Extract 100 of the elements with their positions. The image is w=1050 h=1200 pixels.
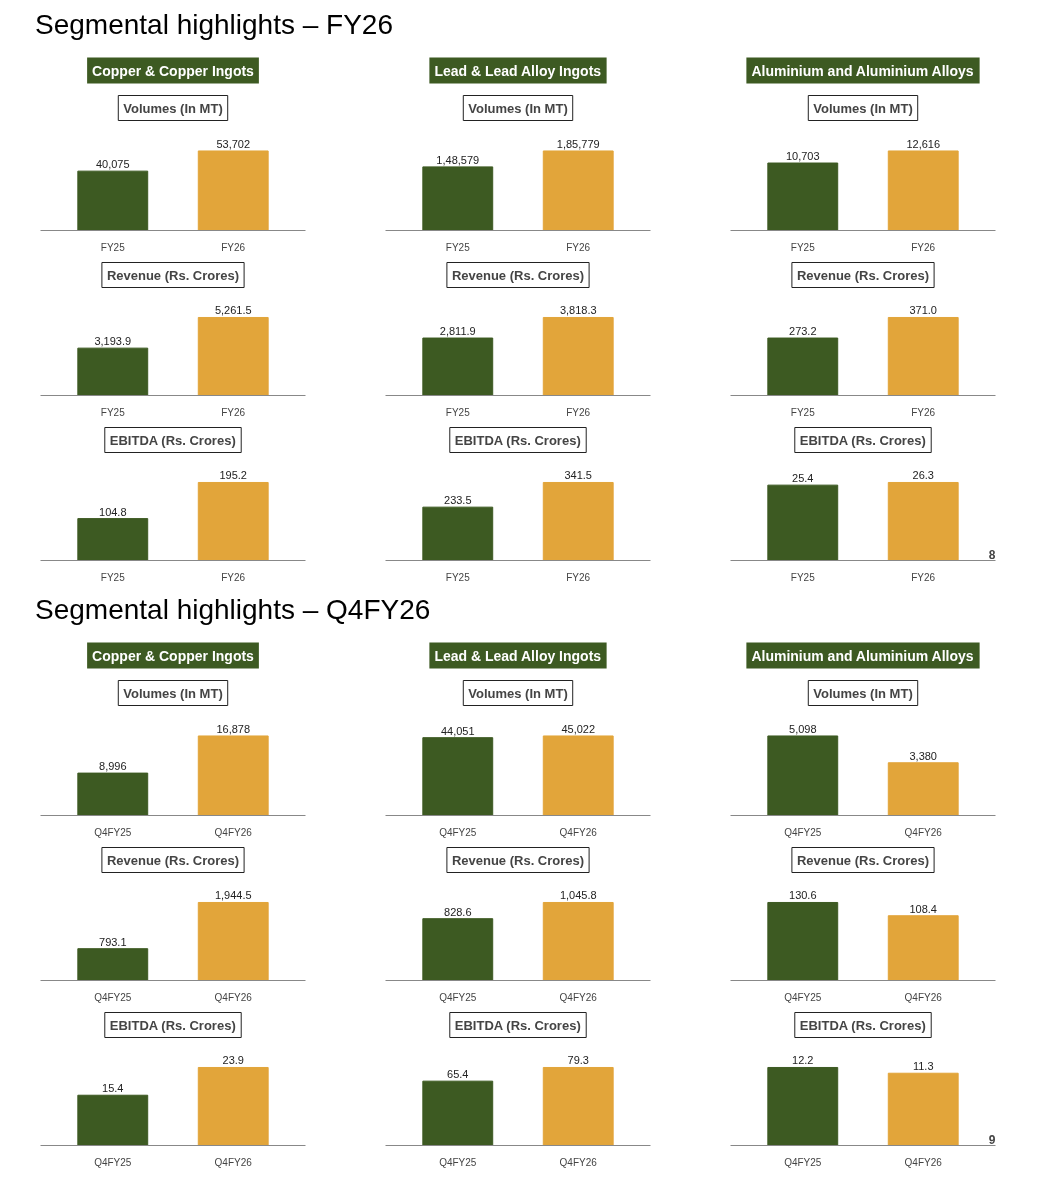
x-tick-label: FY26 — [911, 571, 936, 583]
chart-title: Revenue (Rs. Crores) — [796, 267, 930, 283]
x-tick-label: Q4FY25 — [94, 826, 132, 838]
chart-subtitle: Lead & Lead Alloy Ingots — [434, 647, 602, 664]
data-label: 195.2 — [219, 469, 247, 482]
data-label: 40,075 — [95, 158, 130, 171]
data-label: 23.9 — [222, 1054, 244, 1067]
chart-subtitle: Copper & Copper Ingots — [92, 647, 255, 664]
x-tick-label: Q4FY25 — [439, 826, 477, 838]
x-tick-label: Q4FY25 — [784, 1156, 822, 1168]
data-label: 130.6 — [789, 889, 817, 902]
chart-title: Volumes (In MT) — [468, 100, 568, 116]
chart-subtitle: Lead & Lead Alloy Ingots — [434, 62, 602, 79]
data-label: 108.4 — [909, 902, 937, 915]
annotation: 8 — [988, 547, 996, 562]
data-label: 25.4 — [792, 472, 814, 485]
data-label: 273.2 — [789, 325, 817, 338]
data-label: 44,051 — [440, 724, 475, 737]
text: Segmental highlights – FY26 — [35, 8, 393, 42]
x-tick-label: Q4FY25 — [439, 991, 477, 1003]
x-tick-label: Q4FY26 — [214, 826, 253, 838]
x-tick-label: FY26 — [566, 406, 591, 418]
x-tick-label: Q4FY26 — [214, 1156, 253, 1168]
chart-title: Revenue (Rs. Crores) — [451, 852, 585, 868]
x-tick-label: FY25 — [790, 241, 816, 253]
x-tick-label: Q4FY26 — [214, 991, 253, 1003]
x-tick-label: Q4FY26 — [904, 826, 943, 838]
data-label: 5,261.5 — [214, 304, 252, 317]
data-label: 65.4 — [447, 1068, 469, 1081]
data-label: 793.1 — [99, 935, 127, 948]
data-label: 341.5 — [564, 469, 592, 482]
x-tick-label: FY25 — [445, 406, 471, 418]
x-tick-label: Q4FY26 — [559, 1156, 598, 1168]
data-label: 371.0 — [909, 304, 937, 317]
x-tick-label: FY25 — [445, 241, 471, 253]
data-label: 12.2 — [792, 1054, 814, 1067]
x-tick-label: FY25 — [790, 571, 816, 583]
chart-subtitle: Aluminium and Aluminium Alloys — [751, 62, 974, 79]
x-tick-label: Q4FY25 — [439, 1156, 477, 1168]
data-label: 104.8 — [99, 505, 127, 518]
x-tick-label: FY26 — [221, 241, 246, 253]
chart-title: Revenue (Rs. Crores) — [106, 852, 240, 868]
chart-subtitle: Copper & Copper Ingots — [92, 62, 255, 79]
chart-title: EBITDA (Rs. Crores) — [799, 1017, 926, 1033]
data-label: 1,85,779 — [556, 137, 600, 150]
chart-title: Revenue (Rs. Crores) — [106, 267, 240, 283]
data-label: 828.6 — [444, 905, 472, 918]
x-tick-label: Q4FY25 — [94, 991, 132, 1003]
data-label: 2,811.9 — [439, 325, 476, 338]
data-label: 15.4 — [102, 1082, 124, 1095]
data-label: 8,996 — [99, 760, 127, 773]
chart-title: EBITDA (Rs. Crores) — [799, 432, 926, 448]
chart-title: EBITDA (Rs. Crores) — [109, 432, 236, 448]
data-label: 1,944.5 — [214, 889, 252, 902]
data-label: 45,022 — [561, 722, 596, 735]
x-tick-label: FY25 — [100, 406, 126, 418]
chart-title: Volumes (In MT) — [813, 685, 913, 701]
x-tick-label: Q4FY25 — [94, 1156, 132, 1168]
data-label: 16,878 — [216, 722, 251, 735]
x-tick-label: Q4FY25 — [784, 991, 822, 1003]
data-label: 11.3 — [912, 1060, 934, 1073]
text: Segmental highlights – Q4FY26 — [35, 593, 431, 627]
x-tick-label: FY25 — [445, 571, 471, 583]
x-tick-label: FY26 — [911, 241, 936, 253]
data-label: 5,098 — [789, 722, 817, 735]
chart-title: EBITDA (Rs. Crores) — [109, 1017, 236, 1033]
x-tick-label: FY26 — [221, 571, 246, 583]
x-tick-label: FY26 — [911, 406, 936, 418]
x-tick-label: FY26 — [566, 571, 591, 583]
x-tick-label: Q4FY26 — [559, 826, 598, 838]
x-tick-label: FY25 — [100, 571, 126, 583]
data-label: 26.3 — [912, 469, 934, 482]
chart-title: Volumes (In MT) — [123, 100, 223, 116]
data-label: 53,702 — [216, 137, 251, 150]
x-tick-label: FY25 — [100, 241, 126, 253]
data-label: 1,045.8 — [559, 889, 597, 902]
chart-title: Volumes (In MT) — [123, 685, 223, 701]
data-label: 79.3 — [567, 1054, 589, 1067]
x-tick-label: Q4FY26 — [559, 991, 598, 1003]
x-tick-label: FY26 — [221, 406, 246, 418]
chart-title: Revenue (Rs. Crores) — [451, 267, 585, 283]
annotation: 9 — [988, 1132, 996, 1147]
data-label: 12,616 — [906, 137, 941, 150]
chart-title: Volumes (In MT) — [813, 100, 913, 116]
chart-title: Volumes (In MT) — [468, 685, 568, 701]
data-label: 3,818.3 — [559, 304, 597, 317]
x-tick-label: FY26 — [566, 241, 591, 253]
x-tick-label: Q4FY25 — [784, 826, 822, 838]
data-label: 3,193.9 — [94, 335, 132, 348]
x-tick-label: FY25 — [790, 406, 816, 418]
chart-title: Revenue (Rs. Crores) — [796, 852, 930, 868]
chart-title: EBITDA (Rs. Crores) — [454, 1017, 581, 1033]
x-tick-label: Q4FY26 — [904, 1156, 943, 1168]
chart-subtitle: Aluminium and Aluminium Alloys — [751, 647, 974, 664]
data-label: 3,380 — [909, 749, 937, 762]
data-label: 10,703 — [785, 150, 820, 163]
data-label: 1,48,579 — [436, 153, 480, 166]
data-label: 233.5 — [444, 494, 472, 507]
x-tick-label: Q4FY26 — [904, 991, 943, 1003]
chart-title: EBITDA (Rs. Crores) — [454, 432, 581, 448]
